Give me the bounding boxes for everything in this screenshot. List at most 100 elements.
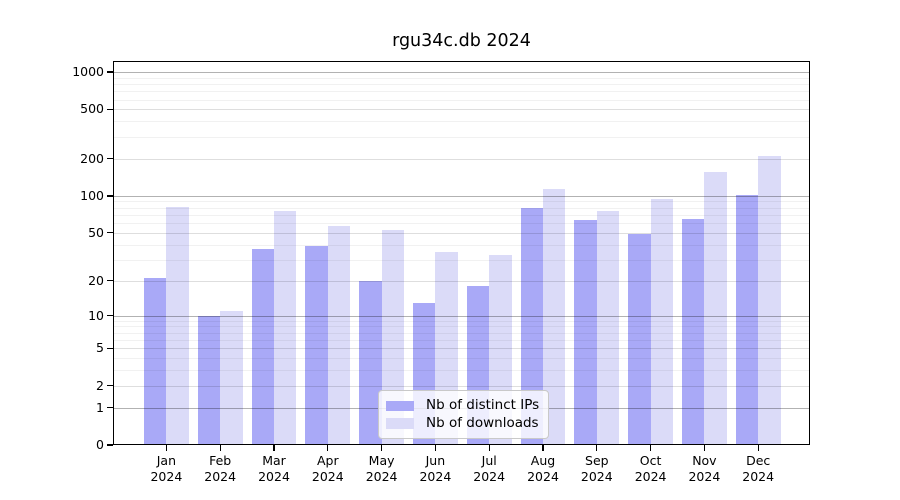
gridline-minor [113,370,810,372]
bar-distinct-ips [197,315,221,445]
bar-distinct-ips [520,208,543,445]
legend-label: Nb of downloads [426,414,539,431]
gridline-minor [113,326,810,328]
bar-distinct-ips [735,194,759,445]
x-axis-tick-label: Apr 2024 [311,453,344,484]
y-axis-tick-label: 20 [88,272,104,288]
bar-downloads [650,199,673,445]
y-axis-tick-label: 5 [96,340,104,356]
gridline-minor [113,214,810,216]
x-axis-tick-label: Sep 2024 [580,453,613,484]
y-axis-tick-label: 1000 [72,64,104,80]
legend-item: Nb of downloads [386,415,539,433]
x-axis-tick-label: Jun 2024 [419,453,452,484]
y-axis-tick [106,158,113,160]
gridline-major [113,348,810,350]
bar-downloads [220,310,243,445]
y-axis-tick [106,384,113,387]
y-axis-tick [106,232,113,234]
gridline-major [113,109,810,111]
bar-distinct-ips [305,245,328,445]
x-axis-tick [488,445,490,451]
legend-item: Nb of distinct IPs [386,397,539,415]
x-axis-tick-label: Jul 2024 [473,453,506,484]
x-axis-tick-label: Mar 2024 [258,453,290,484]
chart-title: rgu34c.db 2024 [392,31,531,51]
gridline-minor [113,339,810,341]
x-axis-tick [219,445,221,451]
y-axis-tick-label: 100 [80,187,104,203]
legend-swatch-icon [386,418,414,429]
gridline-power-of-ten [113,195,810,198]
gridline-minor [113,244,810,246]
gridline-minor [113,99,810,101]
y-axis-tick-label: 0 [96,437,104,452]
bar-distinct-ips [628,233,651,445]
legend-label: Nb of distinct IPs [426,397,540,414]
plot-area: Nb of distinct IPs Nb of downloads 0 1 2 5 10… [72,61,810,484]
bar-downloads [274,210,297,445]
y-axis-tick-label: 500 [80,101,104,117]
x-axis-tick [165,445,168,451]
x-axis-tick [327,445,329,451]
bar-downloads [327,225,351,445]
x-axis-tick [380,445,383,451]
gridline-minor [113,358,810,360]
x-axis-tick-label: Oct 2024 [634,453,667,484]
bar-downloads [704,171,727,445]
gridline-minor [113,332,810,334]
bar-distinct-ips [144,278,167,445]
x-axis-tick [649,445,652,451]
gridline-minor [113,91,810,93]
x-axis-tick-label: May 2024 [365,453,398,484]
y-axis-tick-label: 50 [88,224,104,240]
bar-distinct-ips [359,280,382,445]
gridline-major [113,385,810,387]
x-axis-tick [703,445,706,451]
y-axis-tick [106,444,113,446]
gridline-minor [113,136,810,138]
y-axis-tick [106,71,113,73]
gridline-power-of-ten [113,72,810,74]
legend: Nb of distinct IPs Nb of downloads [378,390,550,439]
x-axis-tick [273,445,275,451]
gridline-minor [113,77,810,79]
bar-downloads [596,210,620,445]
x-axis-tick [757,445,759,451]
y-axis-tick-label: 10 [88,307,104,323]
legend-swatch-icon [386,400,414,411]
gridline-major [113,158,810,160]
gridline-minor [113,259,810,261]
x-axis-tick [542,445,544,451]
bar-downloads [543,188,566,445]
bar-distinct-ips [251,248,274,445]
bar-downloads [758,155,781,445]
gridline-minor [113,320,810,322]
y-axis-tick-label: 1 [96,399,104,415]
x-axis-tick-label: Nov 2024 [688,453,721,484]
gridline-minor [113,223,810,225]
gridline-power-of-ten [113,315,810,317]
y-axis-tick [106,279,113,282]
x-axis-tick-label: Jan 2024 [150,453,183,484]
gridline-major [113,280,810,282]
gridline-major [113,232,810,234]
gridline-minor [113,121,810,123]
y-axis-tick [106,314,113,317]
bar-distinct-ips [574,219,597,445]
y-axis-tick [106,108,113,111]
x-axis-tick-label: Dec 2024 [742,453,775,484]
gridline-minor [113,207,810,209]
x-axis-tick-label: Feb 2024 [204,453,237,484]
bar-distinct-ips [682,218,705,445]
y-axis-tick-label: 2 [96,377,104,393]
y-axis-tick [106,195,113,197]
gridline-minor [113,201,810,203]
bar-downloads [166,207,189,445]
x-axis-tick [596,445,598,451]
y-axis-tick [106,347,113,349]
x-axis-tick [434,445,437,451]
y-axis-tick-label: 200 [80,150,104,166]
gridline-minor [113,84,810,86]
